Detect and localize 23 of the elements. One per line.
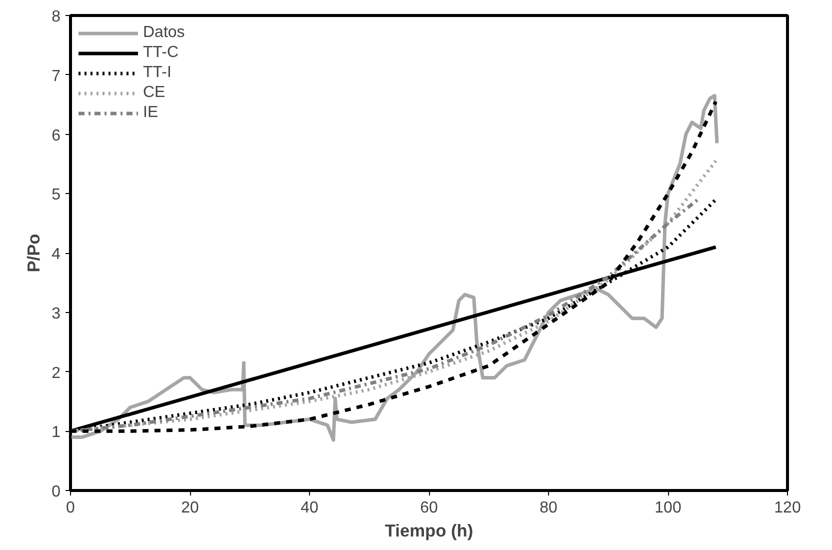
y-tick-label: 1 (52, 424, 61, 442)
legend-label: IE (143, 104, 160, 122)
legend-label: Datos (143, 24, 185, 42)
y-tick-label: 7 (52, 68, 61, 85)
y-tick-label: 5 (52, 186, 61, 204)
legend-label: TT-I (143, 64, 172, 82)
y-tick-label: 4 (52, 246, 61, 263)
y-tick-label: 6 (52, 127, 61, 144)
x-tick-label: 80 (540, 500, 558, 516)
legend-label: TT-C (143, 44, 179, 62)
y-tick-label: 0 (52, 484, 61, 500)
y-axis-title: P/Po (24, 234, 44, 272)
y-tick-label: 2 (52, 364, 61, 382)
x-tick-label: 40 (300, 500, 318, 516)
x-axis-title: Tiempo (h) (384, 520, 474, 540)
x-tick-label: 120 (774, 500, 801, 516)
legend-label: CE (143, 84, 166, 102)
x-tick-label: 20 (181, 500, 199, 516)
x-tick-label: 60 (420, 500, 438, 516)
y-tick-label: 8 (52, 8, 61, 26)
x-tick-label: 100 (654, 500, 682, 516)
y-tick-label: 3 (52, 305, 61, 322)
x-tick-label: 0 (66, 500, 76, 516)
